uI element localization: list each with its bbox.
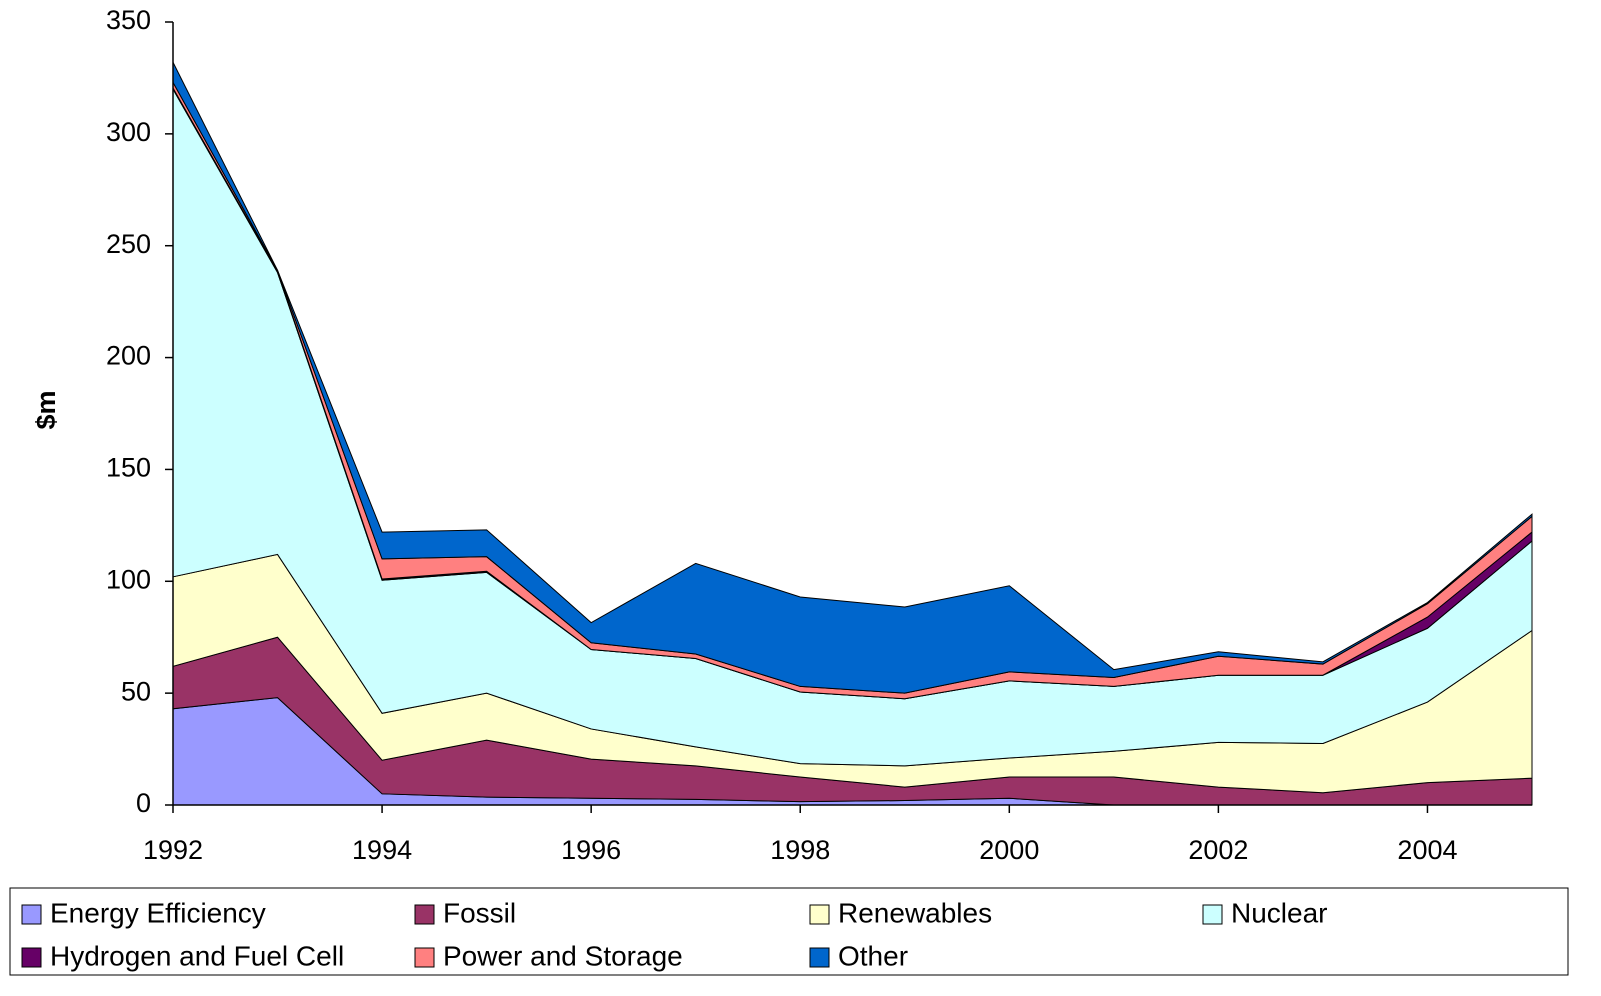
y-tick-label: 0 <box>136 788 151 818</box>
x-tick-label: 2002 <box>1188 835 1248 865</box>
legend-label: Nuclear <box>1231 897 1327 928</box>
legend-label: Renewables <box>838 897 992 928</box>
legend-label: Energy Efficiency <box>50 897 266 928</box>
area <box>172 62 1533 694</box>
x-tick-label: 2004 <box>1397 835 1457 865</box>
y-axis-label: $m <box>31 390 61 429</box>
legend-swatch <box>21 947 42 968</box>
x-tick-label: 1996 <box>561 835 621 865</box>
y-tick-label: 250 <box>106 229 151 259</box>
legend-swatch <box>809 947 830 968</box>
legend-swatch <box>1202 904 1223 925</box>
legend-box <box>9 887 1569 976</box>
y-tick-label: 100 <box>106 564 151 594</box>
legend-swatch <box>414 947 435 968</box>
legend-swatch <box>809 904 830 925</box>
y-tick-label: 200 <box>106 341 151 371</box>
legend-label: Hydrogen and Fuel Cell <box>50 940 344 971</box>
y-tick-label: 50 <box>121 676 151 706</box>
legend-label: Fossil <box>443 897 516 928</box>
y-tick-label: 300 <box>106 117 151 147</box>
legend-swatch <box>21 904 42 925</box>
legend-label: Power and Storage <box>443 940 683 971</box>
x-tick-label: 1998 <box>770 835 830 865</box>
x-tick-label: 1994 <box>352 835 412 865</box>
legend-label: Other <box>838 940 908 971</box>
x-tick-label: 1992 <box>143 835 203 865</box>
y-tick-label: 350 <box>106 5 151 35</box>
x-tick-label: 2000 <box>979 835 1039 865</box>
y-tick-label: 150 <box>106 453 151 483</box>
legend-swatch <box>414 904 435 925</box>
